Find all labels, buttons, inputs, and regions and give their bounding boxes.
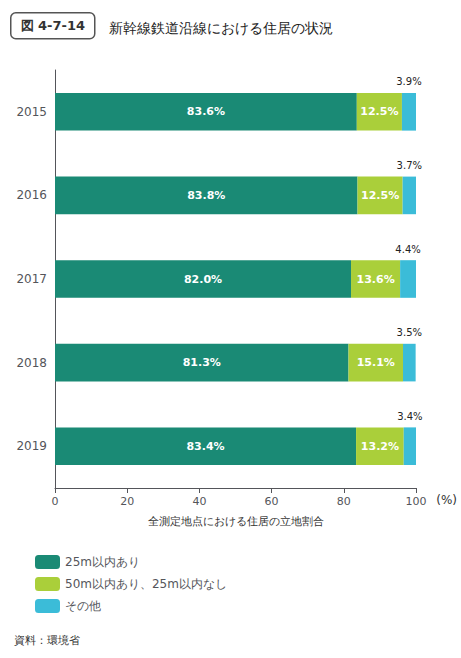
svg-text:40: 40 xyxy=(192,495,206,508)
svg-text:60: 60 xyxy=(265,495,279,508)
svg-text:(%): (%) xyxy=(436,493,457,507)
svg-text:3.4%: 3.4% xyxy=(397,411,422,422)
svg-text:12.5%: 12.5% xyxy=(361,189,399,202)
svg-text:その他: その他 xyxy=(65,599,101,613)
svg-text:全測定地点における住居の立地割合: 全測定地点における住居の立地割合 xyxy=(148,515,324,528)
svg-text:13.2%: 13.2% xyxy=(361,440,399,453)
svg-text:3.9%: 3.9% xyxy=(396,76,421,87)
svg-text:82.0%: 82.0% xyxy=(184,273,222,286)
svg-text:3.7%: 3.7% xyxy=(397,160,422,171)
svg-text:新幹線鉄道沿線における住居の状況: 新幹線鉄道沿線における住居の状況 xyxy=(109,20,333,36)
svg-text:図 4-7-14: 図 4-7-14 xyxy=(21,18,86,33)
svg-text:100: 100 xyxy=(406,495,427,508)
svg-text:83.8%: 83.8% xyxy=(187,189,225,202)
svg-text:3.5%: 3.5% xyxy=(397,327,422,338)
svg-text:12.5%: 12.5% xyxy=(360,105,398,118)
svg-text:0: 0 xyxy=(52,495,59,508)
svg-text:2018: 2018 xyxy=(16,356,47,370)
svg-text:2016: 2016 xyxy=(16,188,47,202)
svg-text:13.6%: 13.6% xyxy=(356,273,394,286)
svg-text:50m以内あり、25m以内なし: 50m以内あり、25m以内なし xyxy=(65,577,227,591)
svg-text:2019: 2019 xyxy=(16,439,47,453)
svg-text:20: 20 xyxy=(120,495,134,508)
svg-text:4.4%: 4.4% xyxy=(395,244,420,255)
svg-text:2017: 2017 xyxy=(16,272,47,286)
svg-text:25m以内あり: 25m以内あり xyxy=(65,555,140,569)
svg-text:83.6%: 83.6% xyxy=(187,105,225,118)
svg-text:2015: 2015 xyxy=(16,105,47,119)
svg-text:83.4%: 83.4% xyxy=(186,440,224,453)
svg-text:81.3%: 81.3% xyxy=(183,356,221,369)
svg-text:資料：環境省: 資料：環境省 xyxy=(14,634,80,647)
svg-text:80: 80 xyxy=(337,495,351,508)
svg-text:15.1%: 15.1% xyxy=(357,356,395,369)
